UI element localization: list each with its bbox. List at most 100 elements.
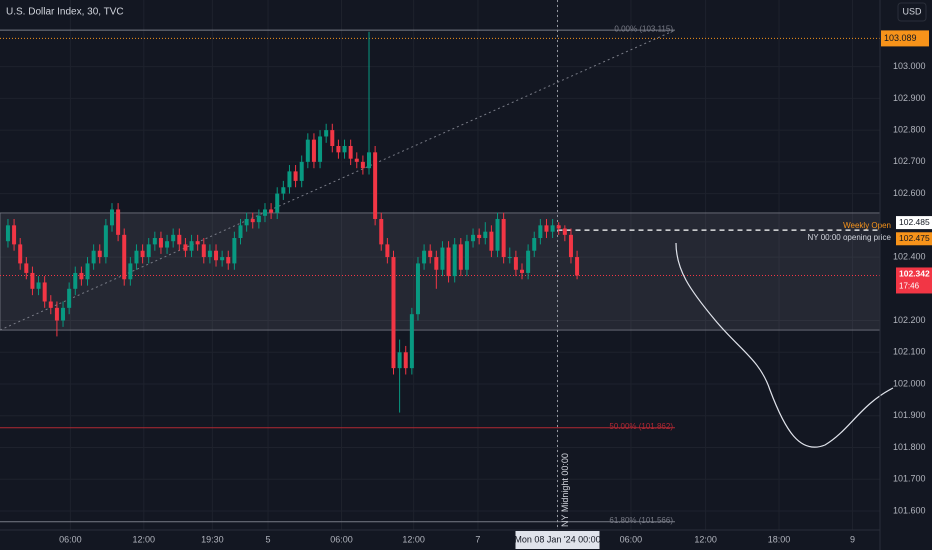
x-tick-label: 5 [266,534,271,544]
y-tick-label: 101.900 [893,410,926,420]
grid [0,0,880,530]
candle-body [471,234,476,242]
candle-body [232,238,237,264]
candle-body [379,218,384,245]
candle-body [42,282,47,302]
y-tick-label: 102.000 [893,378,926,388]
candle-body [526,250,531,273]
price-tag-label: 102.342 [899,269,930,279]
candle-body [489,231,494,251]
candle-body [513,257,518,270]
x-tick-label: 7 [475,534,480,544]
candle-body [568,234,573,258]
candle-body [342,145,347,153]
candle-body [183,244,188,251]
x-tick-label: 06:00 [620,534,643,544]
price-tag-label: 102.485 [899,217,930,227]
y-tick-label: 102.900 [893,93,926,103]
candle-body [305,139,310,162]
candle-body [464,241,469,270]
candle-body [201,244,206,258]
drawings: 0.00% (103.115) 50.00% (101.862) 61.80% (1… [0,0,892,530]
candle-body [501,218,506,258]
candle-body [477,234,482,239]
candle-body [428,250,433,258]
y-tick-label: 102.600 [893,188,926,198]
candle-body [152,238,157,245]
candle-body [556,225,561,229]
candle-body [262,209,267,216]
currency-label[interactable]: USD [902,6,922,16]
candle-body [409,314,414,369]
candle-body [440,247,445,270]
candle-body [330,130,335,146]
weekly-open-note: NY 00:00 opening price [808,233,892,242]
candle-body [244,218,249,226]
weekly-open-text: Weekly Open [843,221,891,230]
candle-body [54,307,59,321]
candle-body [544,225,549,232]
candle-body [281,187,286,194]
trend-line [0,29,676,331]
candle-body [109,209,114,226]
candle-body [116,209,121,235]
candle-body [97,250,102,258]
y-tick-label: 103.000 [893,61,926,71]
candle-body [256,215,261,223]
x-tick-label: 19:30 [201,534,224,544]
price-tag [881,30,929,47]
x-tick-label: 18:00 [768,534,791,544]
candle-body [73,272,78,289]
y-tick-label: 101.600 [893,505,926,515]
candle-body [207,250,212,258]
candle-body [226,257,231,264]
fib-label: 61.80% (101.566) [609,516,673,525]
candle-body [158,238,163,248]
candle-body [146,244,151,258]
candle-body [507,257,512,259]
candle-body [299,161,304,181]
candle-body [385,244,390,258]
candle-body [293,171,298,181]
price-tag-label: 103.089 [884,33,917,43]
candle-body [415,263,420,315]
chart-title: U.S. Dollar Index, 30, TVC [6,7,124,18]
axes: 103.000 102.900 102.800 102.700 102.600 102.4… [59,30,932,549]
fib-label: 50.00% (101.862) [609,422,673,431]
candle-body [373,152,378,219]
candle-body [195,241,200,245]
candle-body [452,244,457,277]
candle-body [238,225,243,239]
candle-body [269,209,274,213]
y-tick-label: 102.400 [893,251,926,261]
candle-body [67,288,72,308]
x-tick-label: 06:00 [330,534,353,544]
candle-body [538,225,543,239]
y-tick-label: 102.200 [893,315,926,325]
candle-body [336,145,341,153]
currency-button[interactable] [897,2,927,22]
y-tick-label: 102.700 [893,156,926,166]
candle-body [128,263,133,280]
candle-body [61,307,66,321]
candle-body [458,244,463,270]
candle-body [134,250,139,264]
candle-body [550,225,555,232]
candle-body [318,136,323,162]
x-tick-label: 12:00 [402,534,425,544]
candle-body [562,228,567,235]
candle-body [48,301,53,308]
candle-body [532,238,537,251]
x-tick-label: Mon 08 Jan '24 00:00 [514,534,600,544]
candle-body [85,263,90,280]
candle-body [165,241,170,248]
candle-body [214,250,219,261]
candle-body [446,247,451,277]
fib-label: 0.00% (103.115) [614,24,673,33]
candle-body [520,269,525,273]
candle-body [287,171,292,188]
x-tick-highlight [515,531,600,549]
candle-body [12,225,17,245]
